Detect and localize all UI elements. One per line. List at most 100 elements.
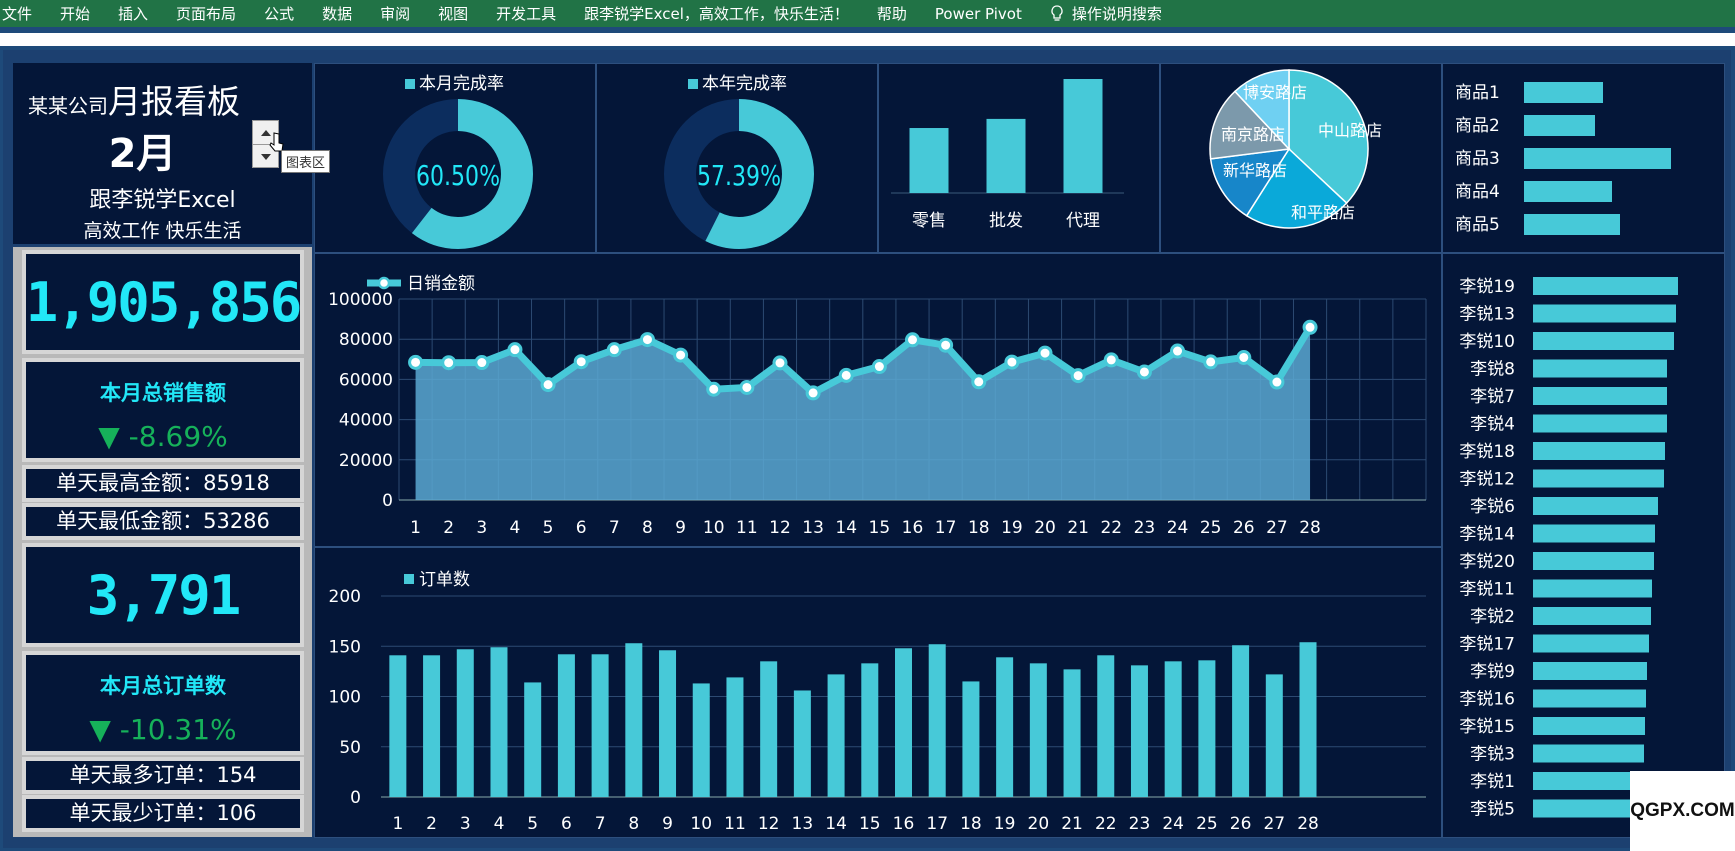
staff-label: 李锐14 bbox=[1459, 525, 1515, 545]
staff-label: 李锐4 bbox=[1470, 415, 1515, 435]
spinner-down-button[interactable] bbox=[253, 145, 278, 168]
y-tick-label: 100 bbox=[329, 688, 361, 708]
data-point bbox=[871, 359, 887, 375]
daily-sales-panel[interactable]: 0 20000 40000 60000 80000 100000 1 2 3 4 5 6 7 8 9 10 11… bbox=[314, 253, 1442, 547]
staff-bar bbox=[1533, 579, 1652, 598]
order-bar bbox=[928, 644, 946, 797]
staff-bar bbox=[1533, 634, 1649, 653]
orders-max: 单天最多订单：154 bbox=[69, 763, 257, 787]
product-bar bbox=[1524, 181, 1612, 202]
order-bar bbox=[962, 681, 980, 797]
staff-label: 李锐8 bbox=[1470, 360, 1515, 380]
staff-bar bbox=[1533, 689, 1646, 708]
order-bar bbox=[524, 682, 542, 797]
donut-month-legend: 本月完成率 bbox=[419, 74, 504, 94]
store-pie-panel[interactable]: 中山路店 和平路店 新华路店 南京路店 博安路店 bbox=[1160, 63, 1442, 253]
ribbon-tab-power-pivot[interactable]: Power Pivot bbox=[934, 4, 1022, 23]
ribbon-tab-view[interactable]: 视图 bbox=[438, 5, 469, 23]
ribbon-tab-page-layout[interactable]: 页面布局 bbox=[176, 5, 237, 23]
pie-label: 和平路店 bbox=[1291, 203, 1355, 222]
product-label: 商品3 bbox=[1455, 149, 1500, 169]
ribbon-tab-home[interactable]: 开始 bbox=[60, 5, 91, 23]
data-point bbox=[606, 342, 622, 358]
data-point bbox=[1269, 374, 1285, 390]
orders-min: 单天最少订单：106 bbox=[69, 801, 257, 825]
sales-min-box: 单天最低金额：53286 bbox=[22, 503, 304, 540]
staff-bar-panel[interactable]: 李锐19 李锐13 李锐10 李锐8 李锐7 李锐4 李锐18 李锐12 李锐6 李锐14 李锐20… bbox=[1442, 253, 1725, 838]
x-tick-label: 4 bbox=[494, 814, 505, 834]
donut-year-panel[interactable]: 本年完成率 57.39% bbox=[596, 63, 878, 253]
company-name: 某某公司 bbox=[28, 94, 108, 118]
staff-bar bbox=[1533, 497, 1658, 515]
x-tick-label: 1 bbox=[410, 518, 421, 538]
product-bar-chart: 商品1 商品2 商品3 商品4 商品5 bbox=[1455, 82, 1671, 235]
area-legend: 日销金额 bbox=[407, 274, 475, 294]
order-bar bbox=[659, 650, 677, 797]
page-title: 月报看板 bbox=[108, 82, 240, 121]
y-tick-label: 20000 bbox=[339, 451, 393, 471]
staff-label: 李锐11 bbox=[1459, 580, 1515, 600]
order-bar bbox=[1130, 665, 1148, 797]
product-bar-panel[interactable]: 商品1 商品2 商品3 商品4 商品5 bbox=[1442, 63, 1725, 253]
order-bar bbox=[760, 661, 778, 797]
formula-bar-area bbox=[0, 33, 1735, 46]
ribbon-tab-custom[interactable]: 跟李锐学Excel，高效工作，快乐生活！ bbox=[584, 5, 849, 23]
ribbon-search[interactable]: 操作说明搜索 bbox=[1036, 3, 1176, 24]
ribbon-tab-formulas[interactable]: 公式 bbox=[264, 5, 295, 23]
x-tick-label: 10 bbox=[703, 518, 725, 538]
x-tick-label: 18 bbox=[960, 814, 982, 834]
ribbon-tab-review[interactable]: 审阅 bbox=[380, 5, 411, 23]
data-point bbox=[971, 374, 987, 390]
x-tick-label: 28 bbox=[1297, 814, 1319, 834]
order-bar bbox=[1164, 661, 1182, 797]
x-tick-label: 1 bbox=[392, 814, 403, 834]
x-tick-label: 19 bbox=[1001, 518, 1023, 538]
donut-year-label: 57.39% bbox=[697, 159, 781, 192]
spinner-up-button[interactable] bbox=[253, 121, 278, 145]
watermark-text: QGPX.COM bbox=[1630, 800, 1735, 821]
channel-bar bbox=[909, 128, 949, 193]
product-label: 商品4 bbox=[1455, 182, 1500, 202]
data-point bbox=[573, 354, 589, 370]
x-tick-label: 11 bbox=[736, 518, 758, 538]
sales-label-box: 本月总销售额 ▼ -8.69% bbox=[22, 358, 304, 462]
mouse-pointer-icon bbox=[269, 132, 284, 152]
orders-change: ▼ -10.31% bbox=[89, 713, 237, 746]
staff-bar bbox=[1533, 332, 1674, 350]
product-bar bbox=[1524, 214, 1620, 235]
staff-label: 李锐13 bbox=[1459, 305, 1515, 325]
order-bar bbox=[996, 657, 1014, 797]
month-spinner[interactable] bbox=[252, 120, 279, 168]
channel-label: 批发 bbox=[989, 211, 1023, 231]
ribbon-tab-data[interactable]: 数据 bbox=[322, 5, 353, 23]
x-tick-label: 23 bbox=[1129, 814, 1151, 834]
order-bar bbox=[389, 655, 407, 797]
x-tick-label: 24 bbox=[1167, 518, 1189, 538]
x-tick-label: 3 bbox=[476, 518, 487, 538]
ribbon-tab-file[interactable]: 文件 bbox=[2, 5, 33, 23]
order-bar bbox=[1198, 660, 1216, 797]
staff-label: 李锐3 bbox=[1470, 745, 1515, 765]
order-bar bbox=[423, 655, 441, 797]
sales-min: 单天最低金额：53286 bbox=[56, 509, 270, 533]
y-tick-label: 50 bbox=[339, 738, 361, 758]
staff-label: 李锐2 bbox=[1470, 607, 1515, 627]
x-tick-label: 21 bbox=[1061, 814, 1083, 834]
data-point bbox=[474, 355, 490, 371]
donut-month-panel[interactable]: 本月完成率 60.50% bbox=[314, 63, 596, 253]
ribbon: 文件 开始 插入 页面布局 公式 数据 审阅 视图 开发工具 跟李锐学Excel… bbox=[0, 0, 1735, 27]
orders-panel[interactable]: 0 50 100 150 200 1 2 3 4 5 6 7 8 9 10 11 12 13 14 15 16 17 18 1… bbox=[314, 547, 1442, 838]
order-bar bbox=[1232, 645, 1250, 797]
data-point bbox=[1136, 364, 1152, 380]
donut-value-arc bbox=[664, 99, 814, 249]
donut-year-chart: 本年完成率 57.39% bbox=[664, 74, 814, 249]
area-fill bbox=[415, 327, 1311, 500]
order-bar bbox=[793, 690, 811, 797]
x-tick-label: 19 bbox=[994, 814, 1016, 834]
channel-bar-panel[interactable]: 零售 批发 代理 bbox=[878, 63, 1160, 253]
ribbon-tab-help[interactable]: 帮助 bbox=[876, 5, 907, 23]
ribbon-tab-insert[interactable]: 插入 bbox=[118, 5, 149, 23]
ribbon-tab-developer[interactable]: 开发工具 bbox=[496, 5, 557, 23]
x-tick-label: 4 bbox=[510, 518, 521, 538]
